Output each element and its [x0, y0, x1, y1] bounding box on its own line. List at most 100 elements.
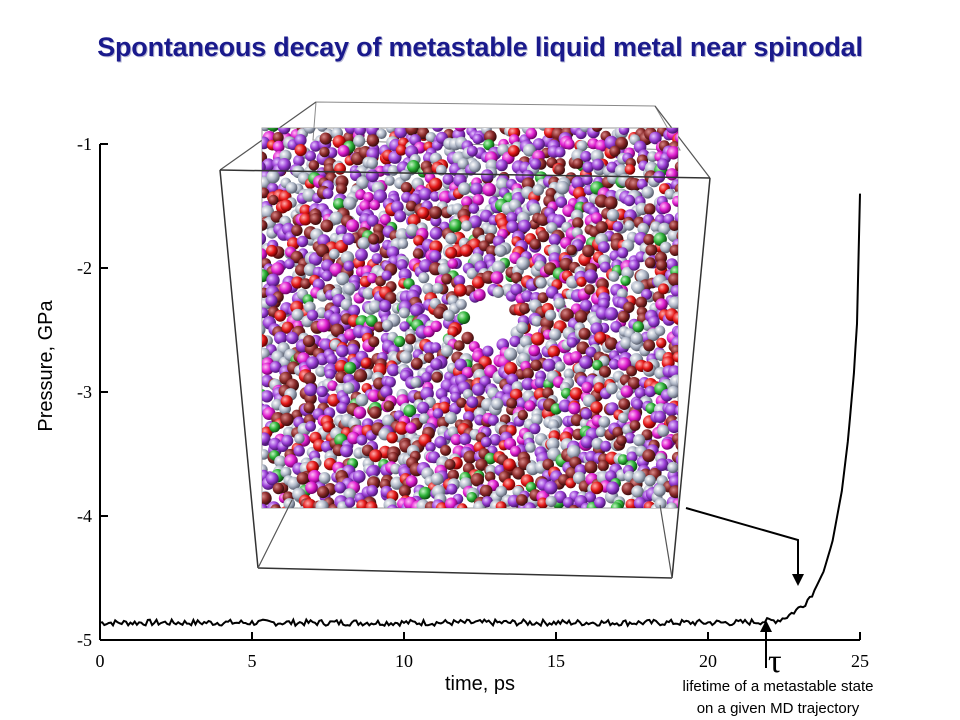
particle	[337, 402, 349, 414]
particle	[472, 383, 485, 396]
particle	[580, 150, 592, 163]
particle	[654, 410, 667, 423]
particle	[299, 213, 312, 226]
particle	[387, 451, 399, 463]
particle	[594, 496, 606, 508]
particle	[567, 444, 581, 459]
particle	[418, 272, 430, 284]
particle	[316, 318, 331, 333]
particle	[365, 501, 378, 508]
particle	[281, 321, 294, 334]
particle	[417, 207, 430, 219]
particle	[606, 481, 620, 495]
particle	[676, 231, 678, 241]
particle	[616, 435, 627, 446]
particle	[490, 271, 504, 285]
particle	[658, 283, 669, 295]
particle	[620, 385, 633, 398]
particle	[429, 206, 443, 220]
particle	[673, 326, 678, 340]
particles	[262, 128, 693, 521]
particle	[281, 434, 294, 447]
particle	[461, 220, 473, 232]
particle	[321, 270, 333, 282]
particle	[412, 248, 424, 260]
particle	[270, 504, 281, 508]
particle	[470, 182, 483, 196]
particle	[516, 321, 528, 334]
particle	[629, 420, 641, 431]
particle	[365, 169, 379, 183]
particle	[529, 203, 542, 216]
particle	[379, 299, 392, 313]
particle	[528, 344, 541, 357]
particle	[524, 400, 536, 412]
x-tick-label: 15	[547, 651, 565, 671]
particle	[399, 321, 410, 332]
particle	[272, 140, 285, 153]
particle	[317, 486, 330, 499]
particle	[510, 283, 523, 296]
particle	[658, 222, 671, 235]
particle	[599, 365, 611, 378]
x-tick-label: 10	[395, 651, 413, 671]
particle	[316, 385, 328, 398]
particle	[395, 228, 409, 242]
particle	[315, 500, 329, 508]
particle	[679, 194, 691, 206]
particle	[315, 366, 327, 377]
lifetime-label-line2: on a given MD trajectory	[697, 700, 860, 717]
particle	[385, 507, 388, 508]
particle	[655, 298, 668, 311]
particle	[274, 309, 287, 322]
particle	[495, 159, 508, 172]
particle	[649, 131, 662, 145]
particle	[624, 220, 635, 231]
particle	[441, 273, 453, 285]
particle	[366, 214, 379, 227]
particle	[661, 509, 673, 521]
particle	[304, 383, 317, 397]
particle	[360, 357, 372, 369]
x-tick-label: 0	[96, 651, 105, 671]
particle	[307, 309, 319, 321]
particle	[466, 267, 479, 280]
particle	[577, 509, 588, 520]
x-ticks: 0 5 10 15 20 25	[96, 632, 869, 671]
particle	[641, 186, 654, 199]
particle	[368, 300, 382, 313]
particle	[445, 232, 457, 245]
particle	[332, 135, 346, 149]
particle	[410, 377, 422, 388]
particle	[571, 176, 585, 190]
particle	[367, 389, 381, 403]
particle	[678, 268, 691, 281]
particle	[456, 397, 467, 408]
particle	[291, 224, 303, 237]
particle	[669, 244, 678, 256]
particle	[518, 219, 531, 233]
particle	[449, 219, 463, 233]
particle	[642, 361, 654, 372]
particle	[512, 467, 525, 480]
particle	[453, 283, 467, 297]
particle	[327, 380, 338, 392]
particle	[644, 474, 656, 487]
particle	[516, 494, 528, 506]
particle	[632, 470, 646, 484]
particle	[429, 250, 442, 263]
particle	[531, 315, 543, 327]
particle	[630, 508, 641, 519]
particle	[681, 305, 693, 317]
particle	[660, 241, 672, 254]
particle	[405, 422, 417, 434]
particle	[491, 260, 506, 275]
particle	[511, 272, 523, 284]
particle	[390, 200, 404, 214]
particle	[405, 200, 417, 212]
particle	[421, 371, 432, 383]
particle	[379, 214, 391, 225]
particle	[322, 188, 334, 199]
particle	[348, 304, 361, 317]
particle	[537, 292, 549, 304]
